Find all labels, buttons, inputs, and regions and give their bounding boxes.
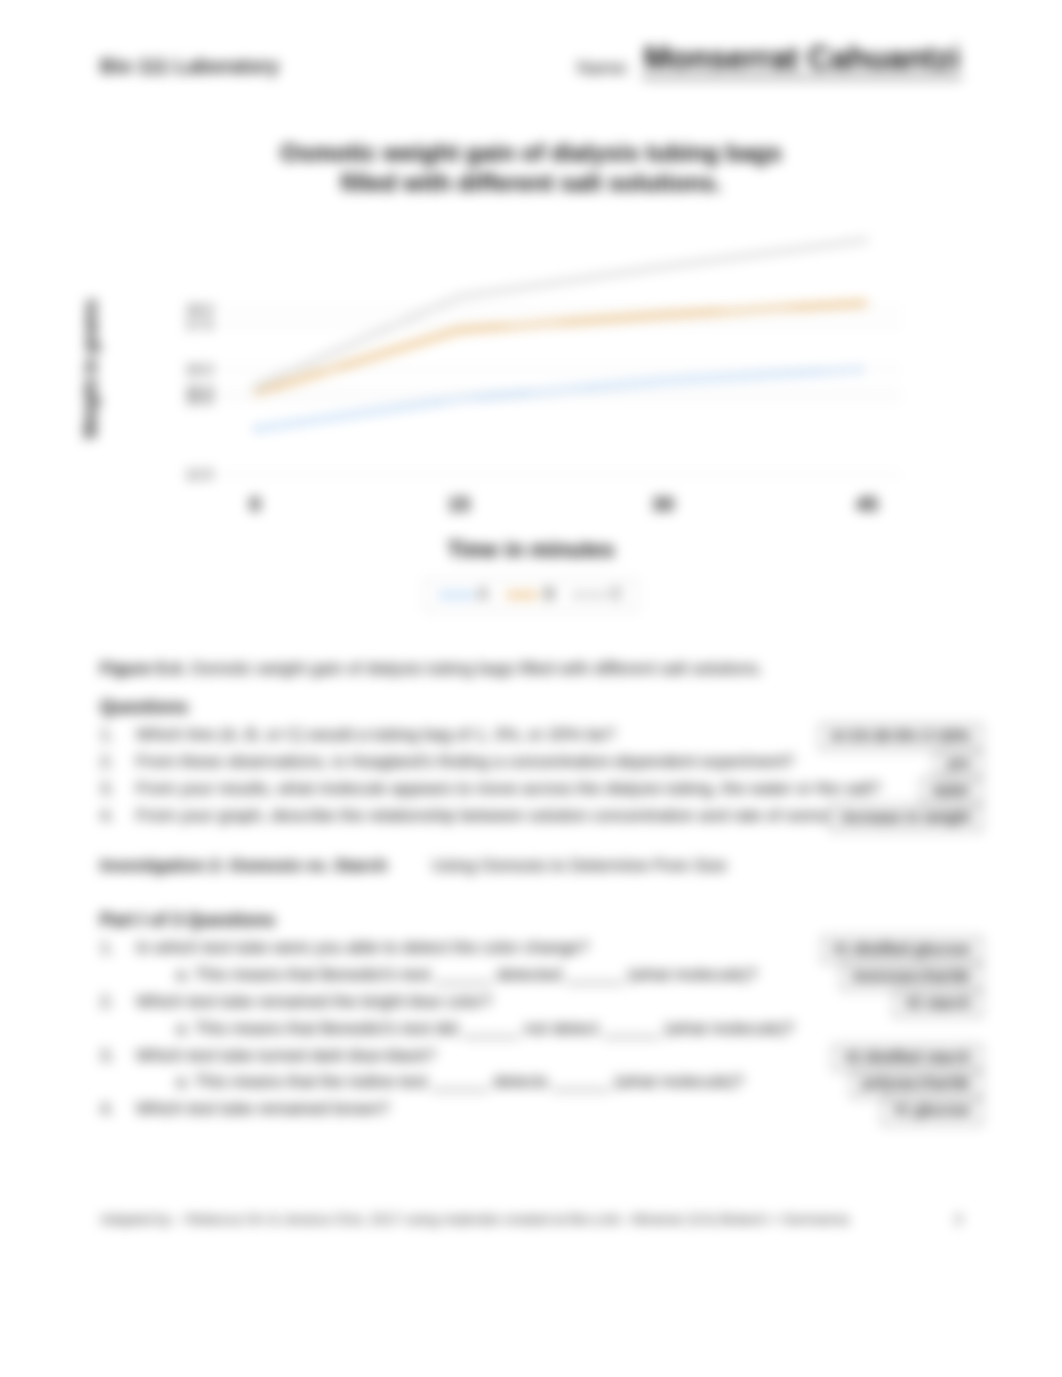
question-number: 1. <box>100 937 126 960</box>
answer-box: #1 distilled glucose <box>822 937 982 963</box>
plot-area: 12.515.016.018.015.317.50153045 <box>221 219 901 489</box>
figure-caption: Figure 5.4. Osmotic weight gain of dialy… <box>100 659 962 679</box>
question-item: 4. From your graph, describe the relation… <box>100 805 962 828</box>
x-tick: 0 <box>249 494 260 517</box>
question-item: a. This means that Benedict's test _____… <box>140 964 962 987</box>
y-tick: 16.0 <box>186 361 213 377</box>
y-tick: 15.3 <box>186 382 213 398</box>
question-text: a. This means that the Iodine test _____… <box>176 1071 744 1094</box>
answer-box: A=1% B=3% C=20% <box>820 724 983 750</box>
y-tick: 18.0 <box>186 301 213 317</box>
legend-label: A <box>478 586 489 603</box>
name-label: Name: <box>577 58 630 79</box>
legend-swatch <box>573 593 605 597</box>
questions-heading: Questions <box>100 697 962 718</box>
gridline <box>221 399 901 400</box>
gridline <box>221 390 901 391</box>
gridline <box>221 474 901 475</box>
question-text: Which test tube remained the bright blue… <box>136 991 492 1014</box>
part-questions-list: 1. In which test tube were you able to de… <box>100 937 962 1122</box>
student-name: Monserrat Cahuantzi <box>644 40 960 76</box>
question-number <box>140 1071 166 1094</box>
question-item: 3. Which test tube turned dark blue-black… <box>100 1045 962 1068</box>
question-item: 1. In which test tube were you able to de… <box>100 937 962 960</box>
question-number <box>140 964 166 987</box>
gridline <box>221 309 901 310</box>
name-block: Name: Monserrat Cahuantzi <box>577 40 962 79</box>
question-item: 2. Which test tube remained the bright bl… <box>100 991 962 1014</box>
footer-text: Adapted by – Rebecca Orr & Jessica Choi,… <box>100 1211 849 1227</box>
x-tick: 30 <box>652 494 674 517</box>
chart-lines <box>221 219 901 489</box>
part-heading: Part I of 3 Questions <box>100 910 962 931</box>
legend-item-C: C <box>573 586 623 604</box>
legend-swatch <box>440 593 472 597</box>
question-text: From your graph, describe the relationsh… <box>136 805 852 828</box>
question-text: Which line (A, B, or C) would a tubing b… <box>136 724 615 747</box>
y-tick: 12.5 <box>186 466 213 482</box>
question-text: a. This means that Benedict's test _____… <box>176 964 757 987</box>
answer-box: #2 starch <box>894 991 982 1017</box>
question-text: From your results, what molecule appears… <box>136 778 881 801</box>
questions-list: 1. Which line (A, B, or C) would a tubing… <box>100 724 962 828</box>
question-item: 3. From your results, what molecule appea… <box>100 778 962 801</box>
question-text: Which test tube turned dark blue-black? <box>136 1045 436 1068</box>
question-item: 2. From these observations, is Hoagland's… <box>100 751 962 774</box>
gridline <box>221 369 901 370</box>
answer-box: #1 glucose <box>882 1098 982 1124</box>
question-number: 3. <box>100 778 126 801</box>
answer-box: water <box>921 778 982 804</box>
question-number: 2. <box>100 751 126 774</box>
legend-item-B: B <box>506 586 555 604</box>
y-axis-label: Weight in grams <box>81 299 102 439</box>
name-field: Monserrat Cahuantzi <box>642 40 962 79</box>
osmosis-chart: Osmotic weight gain of dialysis tubing b… <box>151 139 911 611</box>
answer-box: monosaccharide <box>841 964 982 990</box>
gridline <box>221 324 901 325</box>
question-item: 4.Which test tube remained brown?#1 gluc… <box>100 1098 962 1121</box>
question-text: a. This means that Benedict's test did _… <box>176 1018 794 1041</box>
page-footer: Adapted by – Rebecca Orr & Jessica Choi,… <box>100 1211 962 1227</box>
legend-label: C <box>611 586 623 603</box>
chart-title-line2: filled with different salt solutions. <box>340 170 721 197</box>
question-item: a. This means that Benedict's test did _… <box>140 1018 962 1041</box>
caption-text: Osmotic weight gain of dialysis tubing b… <box>190 659 763 678</box>
caption-prefix: Figure 5.4. <box>100 659 185 678</box>
answer-box: polysaccharide <box>851 1071 982 1097</box>
question-item: 1. Which line (A, B, or C) would a tubing… <box>100 724 962 747</box>
page-number: 3 <box>954 1211 962 1227</box>
question-number <box>140 1018 166 1041</box>
answer-box: yes <box>935 751 982 777</box>
answer-box: increase in weight <box>830 805 982 831</box>
legend-item-A: A <box>440 586 489 604</box>
question-number: 4. <box>100 1098 126 1121</box>
investigation-title: Investigation 2: Osmosis vs. Starch <box>100 856 387 875</box>
investigation-subtitle: Using Osmosis to Determine Pore Size <box>432 856 727 875</box>
x-axis-label: Time in minutes <box>151 537 911 563</box>
question-number: 1. <box>100 724 126 747</box>
legend-label: B <box>544 586 555 603</box>
question-number: 3. <box>100 1045 126 1068</box>
chart-title: Osmotic weight gain of dialysis tubing b… <box>151 139 911 199</box>
answer-box: #2 distilled starch <box>833 1045 982 1071</box>
x-tick: 45 <box>856 494 878 517</box>
question-text: In which test tube were you able to dete… <box>136 937 589 960</box>
x-tick: 15 <box>448 494 470 517</box>
question-text: Which test tube remained brown? <box>136 1098 389 1121</box>
page-header: Bio 111 Laboratory Name: Monserrat Cahua… <box>100 40 962 79</box>
chart-title-line1: Osmotic weight gain of dialysis tubing b… <box>280 140 781 167</box>
question-item: a. This means that the Iodine test _____… <box>140 1071 962 1094</box>
question-number: 2. <box>100 991 126 1014</box>
question-text: From these observations, is Hoagland's f… <box>136 751 794 774</box>
course-code: Bio 111 Laboratory <box>100 56 279 79</box>
chart-area: Weight in grams 12.515.016.018.015.317.5… <box>151 209 911 529</box>
y-tick: 17.5 <box>186 316 213 332</box>
chart-legend: A B C <box>425 579 638 611</box>
question-number: 4. <box>100 805 126 828</box>
legend-swatch <box>506 593 538 597</box>
investigation-line: Investigation 2: Osmosis vs. Starch Usin… <box>100 856 962 876</box>
